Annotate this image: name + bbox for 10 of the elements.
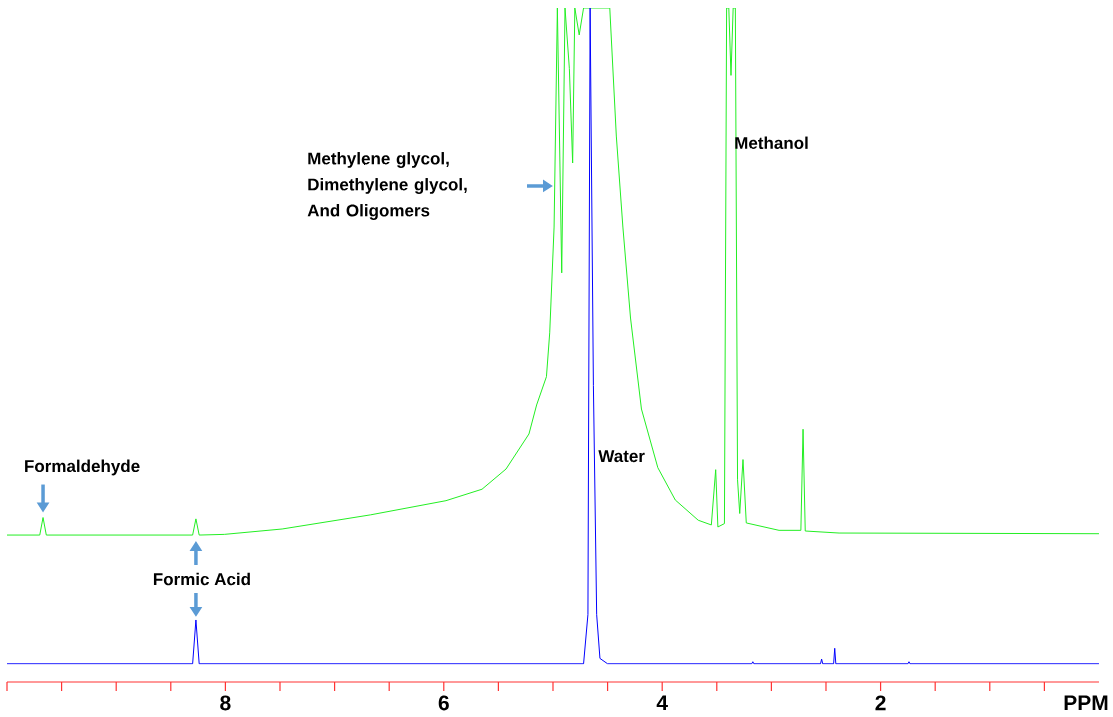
x-axis-title: PPM — [1064, 695, 1108, 710]
annotation: Water — [598, 450, 645, 463]
annotation: Formaldehyde — [25, 459, 140, 476]
annotation: Formic Acid — [153, 572, 250, 586]
x-tick-label: 4 — [656, 695, 668, 710]
x-tick-label: 2 — [875, 695, 886, 711]
annotation: Methylene glycol, Dimethylene glycol, And Oligomers — [307, 152, 467, 220]
x-tick-label: 6 — [438, 695, 449, 711]
x-tick-label: 8 — [220, 695, 231, 711]
annotation: Methanol — [735, 136, 808, 150]
